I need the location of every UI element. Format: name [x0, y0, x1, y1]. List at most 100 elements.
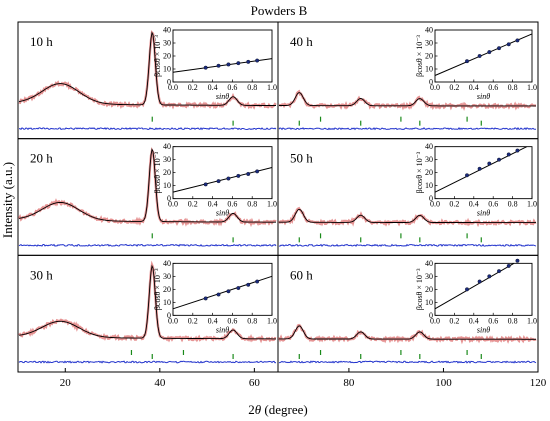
inset-y-tick-label: 10: [163, 181, 171, 190]
inset-y-tick-label: 0: [429, 194, 433, 203]
inset-x-tick-label: 0.6: [488, 316, 498, 325]
inset-x-tick-label: 1.0: [267, 200, 277, 209]
inset-x-tick-label: 0.8: [508, 83, 518, 92]
main-x-tick-label: 120: [530, 377, 547, 389]
inset-x-tick-label: 0.8: [247, 83, 257, 92]
inset-data-point: [226, 176, 231, 181]
main-x-tick-label: 60: [249, 377, 261, 389]
inset-data-point: [236, 286, 241, 290]
calculated-pattern: [279, 92, 536, 107]
inset-x-tick-label: 1.0: [527, 200, 537, 209]
difference-curve: [278, 243, 537, 247]
inset-y-tick-label: 40: [425, 142, 433, 151]
inset-frame: [434, 262, 533, 316]
inset-x-tick-label: 0.4: [208, 200, 218, 209]
inset-y-tick-label: 10: [163, 65, 171, 74]
inset-frame: [434, 29, 533, 83]
inset-y-tick-label: 20: [163, 52, 171, 61]
inset-data-point: [515, 38, 520, 43]
inset-y-tick-label: 40: [163, 26, 171, 35]
inset-y-label: βcosθ × 10⁻³: [153, 35, 162, 77]
inset-y-tick-label: 0: [167, 311, 171, 320]
observed-pattern: [278, 206, 537, 228]
inset-x-tick-label: 0.2: [449, 200, 459, 209]
difference-curve: [278, 127, 537, 131]
x-axis-label-theta: θ: [255, 402, 262, 417]
inset-y-label: βcosθ × 10⁻³: [415, 151, 424, 193]
inset-x-label: sinθ: [216, 325, 229, 334]
x-axis-label: 2θ (degree): [248, 402, 307, 417]
panel-time-label: 10 h: [30, 34, 53, 49]
main-x-tick-label: 80: [343, 377, 355, 389]
main-x-tick-label: 100: [435, 377, 452, 389]
inset-data-point: [515, 258, 520, 263]
xrd-panel: 50 h 0.0 0.2 0.4 0.6 0.8 1.0 0 10 20 30 40 sinθ βcosθ…: [277, 138, 539, 256]
inset-data-point: [216, 179, 221, 184]
inset-plot: 0.0 0.2 0.4 0.6 0.8 1.0 0 10 20 30 40 sinθ βcosθ × 1…: [415, 26, 537, 102]
inset-data-point: [226, 289, 231, 294]
inset-y-tick-label: 30: [163, 39, 171, 48]
inset-y-label: βcosθ × 10⁻³: [153, 151, 162, 193]
inset-plot: 0.0 0.2 0.4 0.6 0.8 1.0 0 10 20 30 40 sinθ βcosθ × 1…: [415, 258, 537, 334]
inset-x-tick-label: 0.8: [247, 316, 257, 325]
inset-y-tick-label: 20: [425, 285, 433, 294]
inset-frame: [172, 262, 273, 316]
xrd-panel: 20 h 0.0 0.2 0.4 0.6 0.8 1.0 0 10 20 30 40 sinθ βcosθ…: [17, 138, 279, 256]
panel-time-label: 30 h: [30, 267, 53, 282]
inset-data-point: [255, 279, 260, 284]
inset-x-tick-label: 0.8: [508, 200, 518, 209]
inset-x-tick-label: 0.4: [469, 316, 479, 325]
inset-data-point: [487, 50, 492, 55]
inset-x-tick-label: 1.0: [527, 83, 537, 92]
inset-y-tick-label: 10: [163, 298, 171, 307]
inset-x-tick-label: 0.6: [227, 316, 237, 325]
panel-time-label: 50 h: [290, 151, 313, 166]
inset-data-point: [246, 282, 251, 287]
inset-y-tick-label: 0: [167, 194, 171, 203]
inset-data-point: [506, 263, 511, 268]
inset-x-tick-label: 0.6: [227, 200, 237, 209]
inset-data-point: [255, 58, 260, 63]
inset-data-point: [216, 63, 221, 68]
observed-pattern: [278, 89, 536, 112]
inset-x-tick-label: 0.6: [488, 83, 498, 92]
inset-data-point: [497, 46, 501, 51]
difference-curve: [18, 243, 277, 247]
inset-data-point: [497, 157, 501, 162]
inset-data-point: [465, 173, 469, 178]
inset-data-point: [203, 296, 208, 301]
inset-data-point: [477, 166, 482, 171]
inset-plot: 0.0 0.2 0.4 0.6 0.8 1.0 0 10 20 30 40 sinθ βcosθ × 1…: [153, 142, 277, 218]
inset-y-tick-label: 20: [163, 168, 171, 177]
inset-y-tick-label: 10: [425, 65, 433, 74]
figure-title: Powders B: [251, 3, 308, 18]
inset-data-point: [465, 59, 469, 64]
inset-x-tick-label: 0.0: [430, 200, 440, 209]
inset-y-label: βcosθ × 10⁻³: [153, 268, 162, 310]
inset-y-tick-label: 30: [163, 155, 171, 164]
inset-x-tick-label: 0.2: [449, 316, 459, 325]
inset-x-tick-label: 0.2: [449, 83, 459, 92]
panel-time-label: 20 h: [30, 151, 53, 166]
inset-data-point: [477, 279, 482, 284]
inset-frame: [434, 146, 533, 200]
calculated-pattern: [18, 148, 276, 223]
xrd-panel: 40 h 0.0 0.2 0.4 0.6 0.8 1.0 0 10 20 30 40 sinθ βcosθ…: [277, 21, 539, 140]
inset-data-point: [506, 152, 511, 157]
xrd-panel: 10 h 0.0 0.2 0.4 0.6 0.8 1.0 0 10 20 30 40 sinθ βcosθ…: [17, 21, 279, 140]
inset-x-tick-label: 0.4: [469, 200, 479, 209]
panels-group: 10 h 0.0 0.2 0.4 0.6 0.8 1.0 0 10 20 30 40 sinθ βcosθ…: [17, 21, 539, 373]
calculated-pattern: [18, 264, 276, 340]
y-axis-label: Intensity (a.u.): [0, 162, 15, 238]
inset-x-tick-label: 1.0: [267, 316, 277, 325]
inset-y-tick-label: 20: [425, 52, 433, 61]
inset-data-point: [236, 173, 241, 178]
calculated-pattern: [279, 325, 536, 340]
inset-y-label: βcosθ × 10⁻³: [415, 268, 424, 310]
main-x-tick-label: 20: [60, 377, 72, 389]
inset-x-label: sinθ: [216, 209, 229, 218]
inset-x-tick-label: 0.0: [168, 83, 178, 92]
inset-data-point: [487, 161, 492, 166]
inset-data-point: [477, 54, 482, 58]
